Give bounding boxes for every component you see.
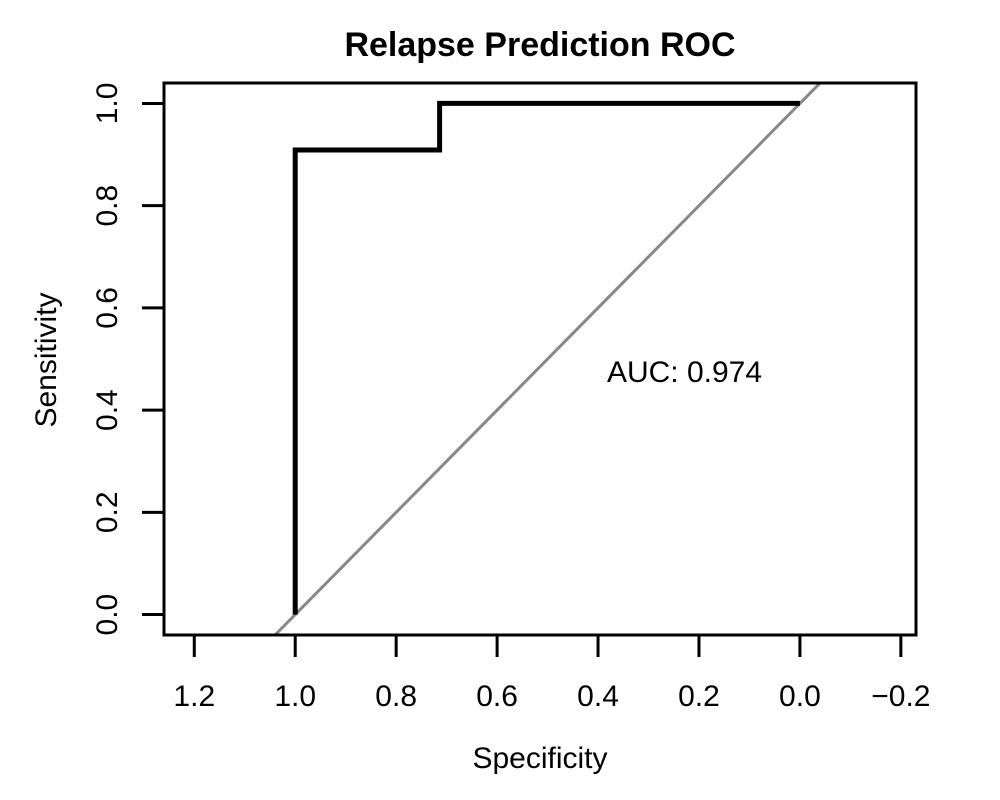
reference-diagonal-line <box>272 83 823 635</box>
y-tick-label-5: 1.0 <box>91 83 124 125</box>
x-tick-label-3: 0.6 <box>476 680 518 713</box>
y-tick-label-0: 0.0 <box>91 594 124 636</box>
chart-title: Relapse Prediction ROC <box>344 26 735 64</box>
roc-curve-line-0 <box>292 100 800 615</box>
x-tick-label-5: 0.2 <box>678 680 720 713</box>
y-tick-label-2: 0.4 <box>91 389 124 431</box>
y-tick-label-3: 0.6 <box>91 287 124 329</box>
x-tick-label-2: 0.8 <box>375 680 417 713</box>
y-tick-label-4: 0.8 <box>91 185 124 227</box>
y-tick-label-1: 0.2 <box>91 491 124 533</box>
y-axis-label: Sensitivity <box>30 292 63 427</box>
auc-annotation: AUC: 0.974 <box>607 356 762 389</box>
x-tick-label-7: −0.2 <box>871 680 930 713</box>
x-tick-label-4: 0.4 <box>577 680 619 713</box>
x-tick-label-0: 1.2 <box>173 680 215 713</box>
plot-area: 1.2 1.0 0.8 0.6 0.4 0.2 0.0 −0.2 0.0 0.2 0.4 0.6 0.8… <box>91 81 930 713</box>
plot-frame <box>162 81 918 637</box>
x-tick-label-1: 1.0 <box>274 680 316 713</box>
x-axis-label: Specificity <box>472 742 607 775</box>
x-tick-label-6: 0.0 <box>779 680 821 713</box>
